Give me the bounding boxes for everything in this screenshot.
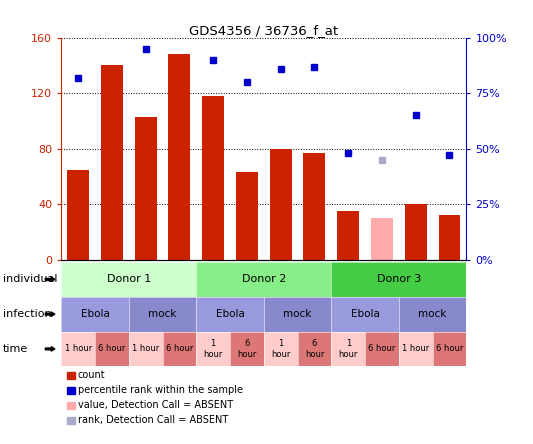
Bar <box>135 117 157 260</box>
Text: 1 hour: 1 hour <box>64 345 92 353</box>
Text: 6 hour: 6 hour <box>166 345 193 353</box>
Bar <box>236 172 258 260</box>
Text: rank, Detection Call = ABSENT: rank, Detection Call = ABSENT <box>78 416 228 425</box>
Text: percentile rank within the sample: percentile rank within the sample <box>78 385 243 395</box>
Bar <box>371 218 393 260</box>
Text: Ebola: Ebola <box>351 309 379 319</box>
Text: 6 hour: 6 hour <box>368 345 395 353</box>
Text: mock: mock <box>418 309 447 319</box>
Text: Ebola: Ebola <box>216 309 245 319</box>
Text: mock: mock <box>148 309 177 319</box>
Text: 1
hour: 1 hour <box>204 339 223 359</box>
Text: value, Detection Call = ABSENT: value, Detection Call = ABSENT <box>78 400 233 410</box>
Text: individual: individual <box>3 274 57 284</box>
Text: mock: mock <box>284 309 312 319</box>
Bar <box>439 215 461 260</box>
Text: 6
hour: 6 hour <box>305 339 324 359</box>
Bar <box>67 170 89 260</box>
Text: Donor 1: Donor 1 <box>107 274 151 284</box>
Text: 1
hour: 1 hour <box>271 339 290 359</box>
Title: GDS4356 / 36736_f_at: GDS4356 / 36736_f_at <box>189 24 338 36</box>
Text: 1
hour: 1 hour <box>338 339 358 359</box>
Bar <box>202 96 224 260</box>
Text: 1 hour: 1 hour <box>402 345 430 353</box>
Bar <box>303 153 326 260</box>
Bar <box>337 211 359 260</box>
Text: time: time <box>3 344 28 354</box>
Bar <box>168 55 190 260</box>
Text: Ebola: Ebola <box>80 309 109 319</box>
Text: 6 hour: 6 hour <box>98 345 126 353</box>
Text: infection: infection <box>3 309 51 319</box>
Bar <box>405 204 427 260</box>
Bar <box>270 149 292 260</box>
Text: count: count <box>78 370 106 380</box>
Text: Donor 2: Donor 2 <box>241 274 286 284</box>
Text: 6
hour: 6 hour <box>237 339 257 359</box>
Bar <box>101 66 123 260</box>
Text: Donor 3: Donor 3 <box>377 274 421 284</box>
Text: 1 hour: 1 hour <box>132 345 159 353</box>
Text: 6 hour: 6 hour <box>436 345 463 353</box>
